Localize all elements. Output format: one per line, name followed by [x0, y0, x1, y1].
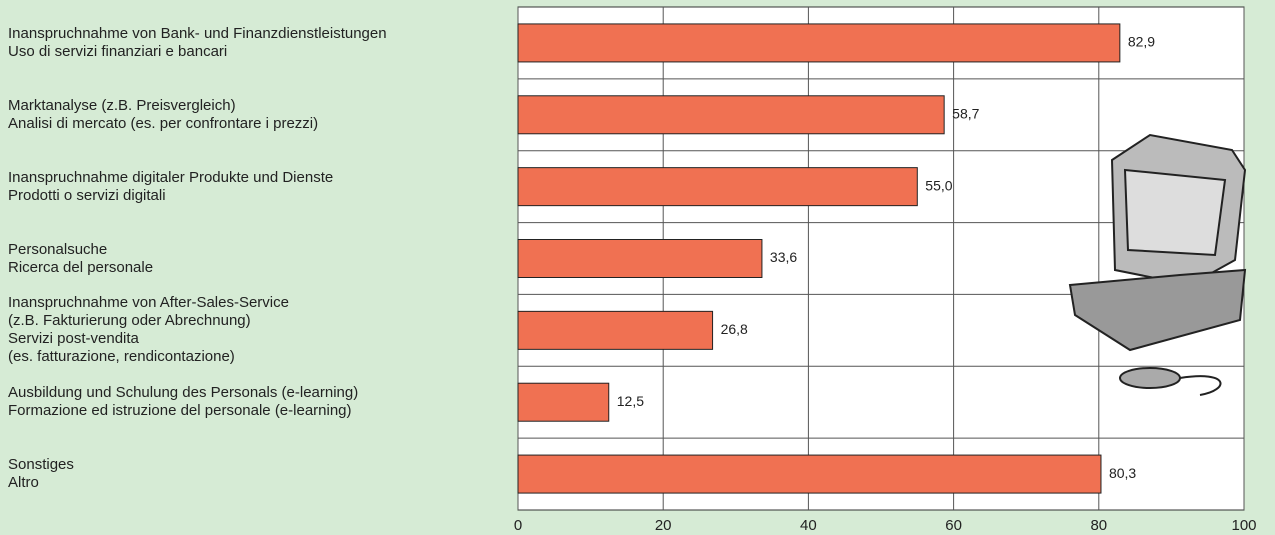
category-label: Inanspruchnahme digitaler Produkte und D… — [8, 168, 334, 204]
x-tick-label: 60 — [945, 517, 962, 534]
bar — [517, 310, 714, 350]
category-label: Personalsuche Ricerca del personale — [8, 240, 154, 276]
bar — [517, 239, 763, 278]
category-label: Marktanalyse (z.B. Preisvergleich) Anali… — [8, 96, 319, 132]
value-label: 33,6 — [770, 249, 797, 265]
value-label: 80,3 — [1109, 465, 1136, 481]
x-tick-label: 20 — [655, 517, 672, 534]
x-tick-label: 100 — [1231, 517, 1256, 534]
value-label: 58,7 — [952, 105, 979, 121]
value-label: 12,5 — [617, 393, 644, 409]
category-label: Inanspruchnahme von After-Sales-Service … — [8, 294, 289, 366]
x-tick-label: 40 — [800, 517, 817, 534]
bar — [517, 167, 918, 207]
bar — [517, 95, 945, 135]
category-label: Ausbildung und Schulung des Personals (e… — [8, 384, 359, 420]
category-label: Sonstiges Altro — [8, 456, 74, 492]
value-label: 55,0 — [925, 177, 952, 193]
computer-icon — [1068, 133, 1247, 396]
value-label: 82,9 — [1128, 34, 1155, 50]
bar — [517, 454, 1102, 494]
value-label: 26,8 — [721, 321, 748, 337]
bar — [517, 382, 610, 422]
x-tick-label: 0 — [514, 517, 522, 534]
x-tick-label: 80 — [1090, 517, 1107, 534]
bar — [517, 23, 1121, 63]
category-label: Inanspruchnahme von Bank- und Finanzdien… — [8, 24, 387, 60]
